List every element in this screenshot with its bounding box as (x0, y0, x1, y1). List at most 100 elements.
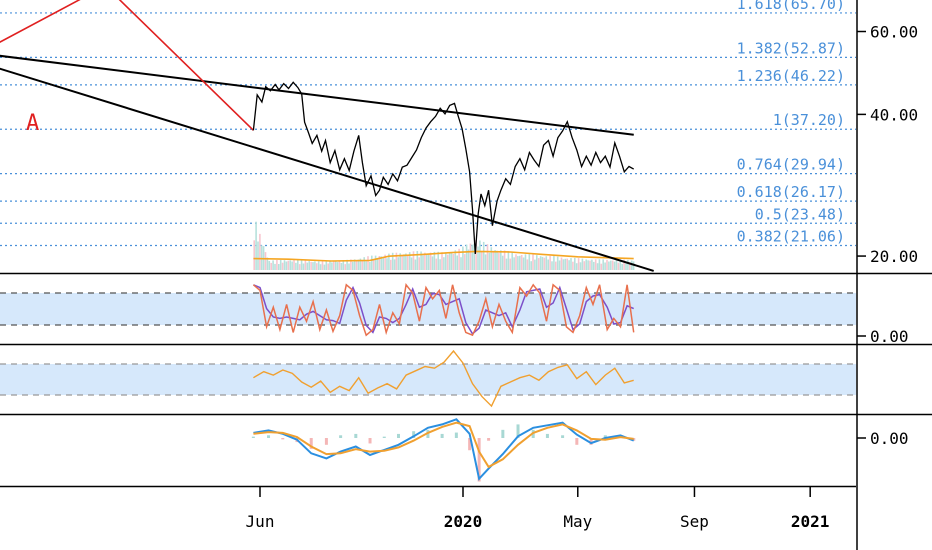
macd-histogram-bar (516, 424, 520, 438)
trendline-0[interactable] (0, 47, 634, 136)
elliott-wave-path[interactable] (0, 0, 254, 131)
volume-bar (511, 252, 513, 270)
volume-bar (475, 240, 477, 270)
volume-bar (621, 264, 623, 270)
rsi-panel[interactable] (0, 349, 856, 408)
volume-histogram (253, 221, 635, 270)
rsi-band-fill (0, 364, 856, 395)
volume-bar (365, 261, 367, 270)
time-axis-label-1: 2020 (444, 512, 483, 531)
time-axis-label-0: Jun (246, 512, 275, 531)
volume-bar (287, 260, 290, 270)
volume-bar (452, 254, 455, 270)
volume-bar (562, 259, 565, 270)
volume-bar (549, 255, 551, 270)
volume-bar (566, 258, 568, 270)
volume-bar (399, 253, 401, 270)
fib-label-1: 1.382(52.87) (737, 39, 845, 57)
volume-bar (481, 251, 483, 270)
volume-bar (458, 248, 460, 270)
volume-bar (367, 256, 369, 270)
volume-bar (316, 263, 318, 270)
fib-label-5: 0.618(26.17) (737, 183, 845, 201)
macd-histogram-bar (440, 433, 444, 438)
volume-bar (386, 258, 388, 270)
volume-bar (570, 258, 572, 270)
price-panel[interactable]: A 1.618(65.70) 1.382(52.87) 1.236(46.22) 1(… (0, 0, 856, 272)
volume-bar (492, 251, 494, 270)
volume-bar (530, 261, 532, 270)
macd-histogram-bar (267, 435, 271, 438)
volume-bar (331, 262, 333, 270)
macd-histogram-bar (589, 438, 593, 445)
stochastic-axis: 0.00 (857, 327, 909, 346)
volume-bar (615, 260, 618, 270)
volume-bar (276, 260, 278, 270)
macd-panel[interactable] (251, 418, 636, 482)
volume-bar (422, 255, 424, 270)
volume-bar (537, 258, 540, 270)
volume-bar (289, 260, 291, 270)
triangle-trendlines[interactable] (0, 47, 654, 272)
volume-bar (338, 260, 341, 270)
macd-histogram-bar (396, 433, 400, 438)
volume-bar (274, 263, 276, 270)
time-axis[interactable]: Jun 2020 May Sep 2021 (246, 487, 830, 531)
volume-bar (340, 263, 343, 270)
volume-bar (619, 259, 622, 270)
volume-bar (501, 255, 504, 270)
trendline-1[interactable] (0, 47, 654, 272)
volume-bar (547, 259, 549, 270)
fib-label-2: 1.236(46.22) (737, 67, 845, 85)
volume-bar (278, 264, 280, 270)
volume-bar (503, 250, 506, 270)
volume-bar (450, 252, 453, 270)
volume-bar (593, 261, 595, 270)
volume-moving-average-line (253, 250, 634, 262)
volume-bar (441, 252, 443, 270)
volume-bar (268, 261, 271, 270)
volume-bar (448, 252, 451, 270)
volume-bar (310, 261, 312, 270)
volume-bar (266, 257, 269, 270)
volume-bar (602, 259, 604, 270)
volume-bar (336, 262, 339, 270)
volume-bar (293, 259, 295, 270)
volume-bar (435, 258, 438, 270)
macd-histogram-bar (339, 435, 343, 438)
volume-bar (283, 260, 286, 270)
volume-bar (498, 252, 500, 270)
stochastic-panel[interactable] (0, 283, 856, 337)
volume-bar (528, 254, 531, 270)
wave-label-a: A (26, 111, 39, 136)
volume-bar (623, 259, 625, 270)
volume-bar (257, 241, 259, 270)
volume-bar (598, 259, 601, 270)
volume-bar (325, 260, 328, 270)
volume-bar (543, 257, 546, 270)
macd-histogram-bar (487, 438, 491, 441)
volume-bar (505, 258, 508, 270)
volume-bar (376, 258, 379, 270)
volume-bar (433, 251, 436, 270)
volume-bar (560, 257, 563, 270)
volume-bar (329, 261, 331, 270)
volume-bar (429, 252, 432, 270)
volume-bar (281, 262, 284, 270)
price-axis[interactable]: 20.00 40.00 60.00 (857, 23, 918, 267)
volume-bar (297, 259, 299, 270)
macd-signal-line (253, 421, 634, 469)
volume-bar (564, 258, 567, 270)
volume-bar (610, 260, 612, 270)
macd-histogram-bar (468, 438, 472, 451)
volume-bar (259, 233, 261, 270)
volume-bar (460, 257, 462, 270)
volume-bar (327, 263, 329, 270)
volume-bar (553, 256, 555, 270)
volume-bar (534, 259, 536, 270)
volume-bar (298, 264, 301, 270)
volume-bar (382, 256, 384, 270)
volume-bar (606, 259, 608, 270)
